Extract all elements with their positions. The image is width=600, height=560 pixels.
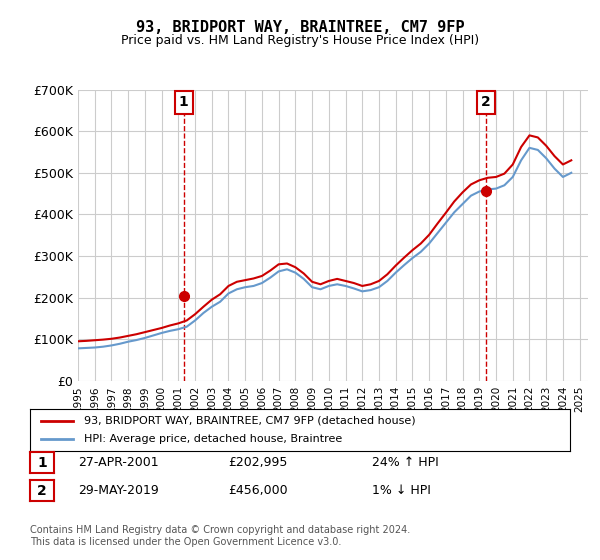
Text: 24% ↑ HPI: 24% ↑ HPI: [372, 456, 439, 469]
Text: HPI: Average price, detached house, Braintree: HPI: Average price, detached house, Brai…: [84, 434, 342, 444]
Text: 27-APR-2001: 27-APR-2001: [78, 456, 158, 469]
Text: 1% ↓ HPI: 1% ↓ HPI: [372, 484, 431, 497]
Text: 93, BRIDPORT WAY, BRAINTREE, CM7 9FP: 93, BRIDPORT WAY, BRAINTREE, CM7 9FP: [136, 20, 464, 35]
Text: 2: 2: [481, 95, 491, 109]
Text: Contains HM Land Registry data © Crown copyright and database right 2024.
This d: Contains HM Land Registry data © Crown c…: [30, 525, 410, 547]
Text: Price paid vs. HM Land Registry's House Price Index (HPI): Price paid vs. HM Land Registry's House …: [121, 34, 479, 46]
Text: 1: 1: [179, 95, 188, 109]
Text: £202,995: £202,995: [228, 456, 287, 469]
Text: £456,000: £456,000: [228, 484, 287, 497]
Text: 93, BRIDPORT WAY, BRAINTREE, CM7 9FP (detached house): 93, BRIDPORT WAY, BRAINTREE, CM7 9FP (de…: [84, 416, 416, 426]
Text: 29-MAY-2019: 29-MAY-2019: [78, 484, 159, 497]
Text: 1: 1: [37, 456, 47, 469]
Text: 2: 2: [37, 484, 47, 498]
